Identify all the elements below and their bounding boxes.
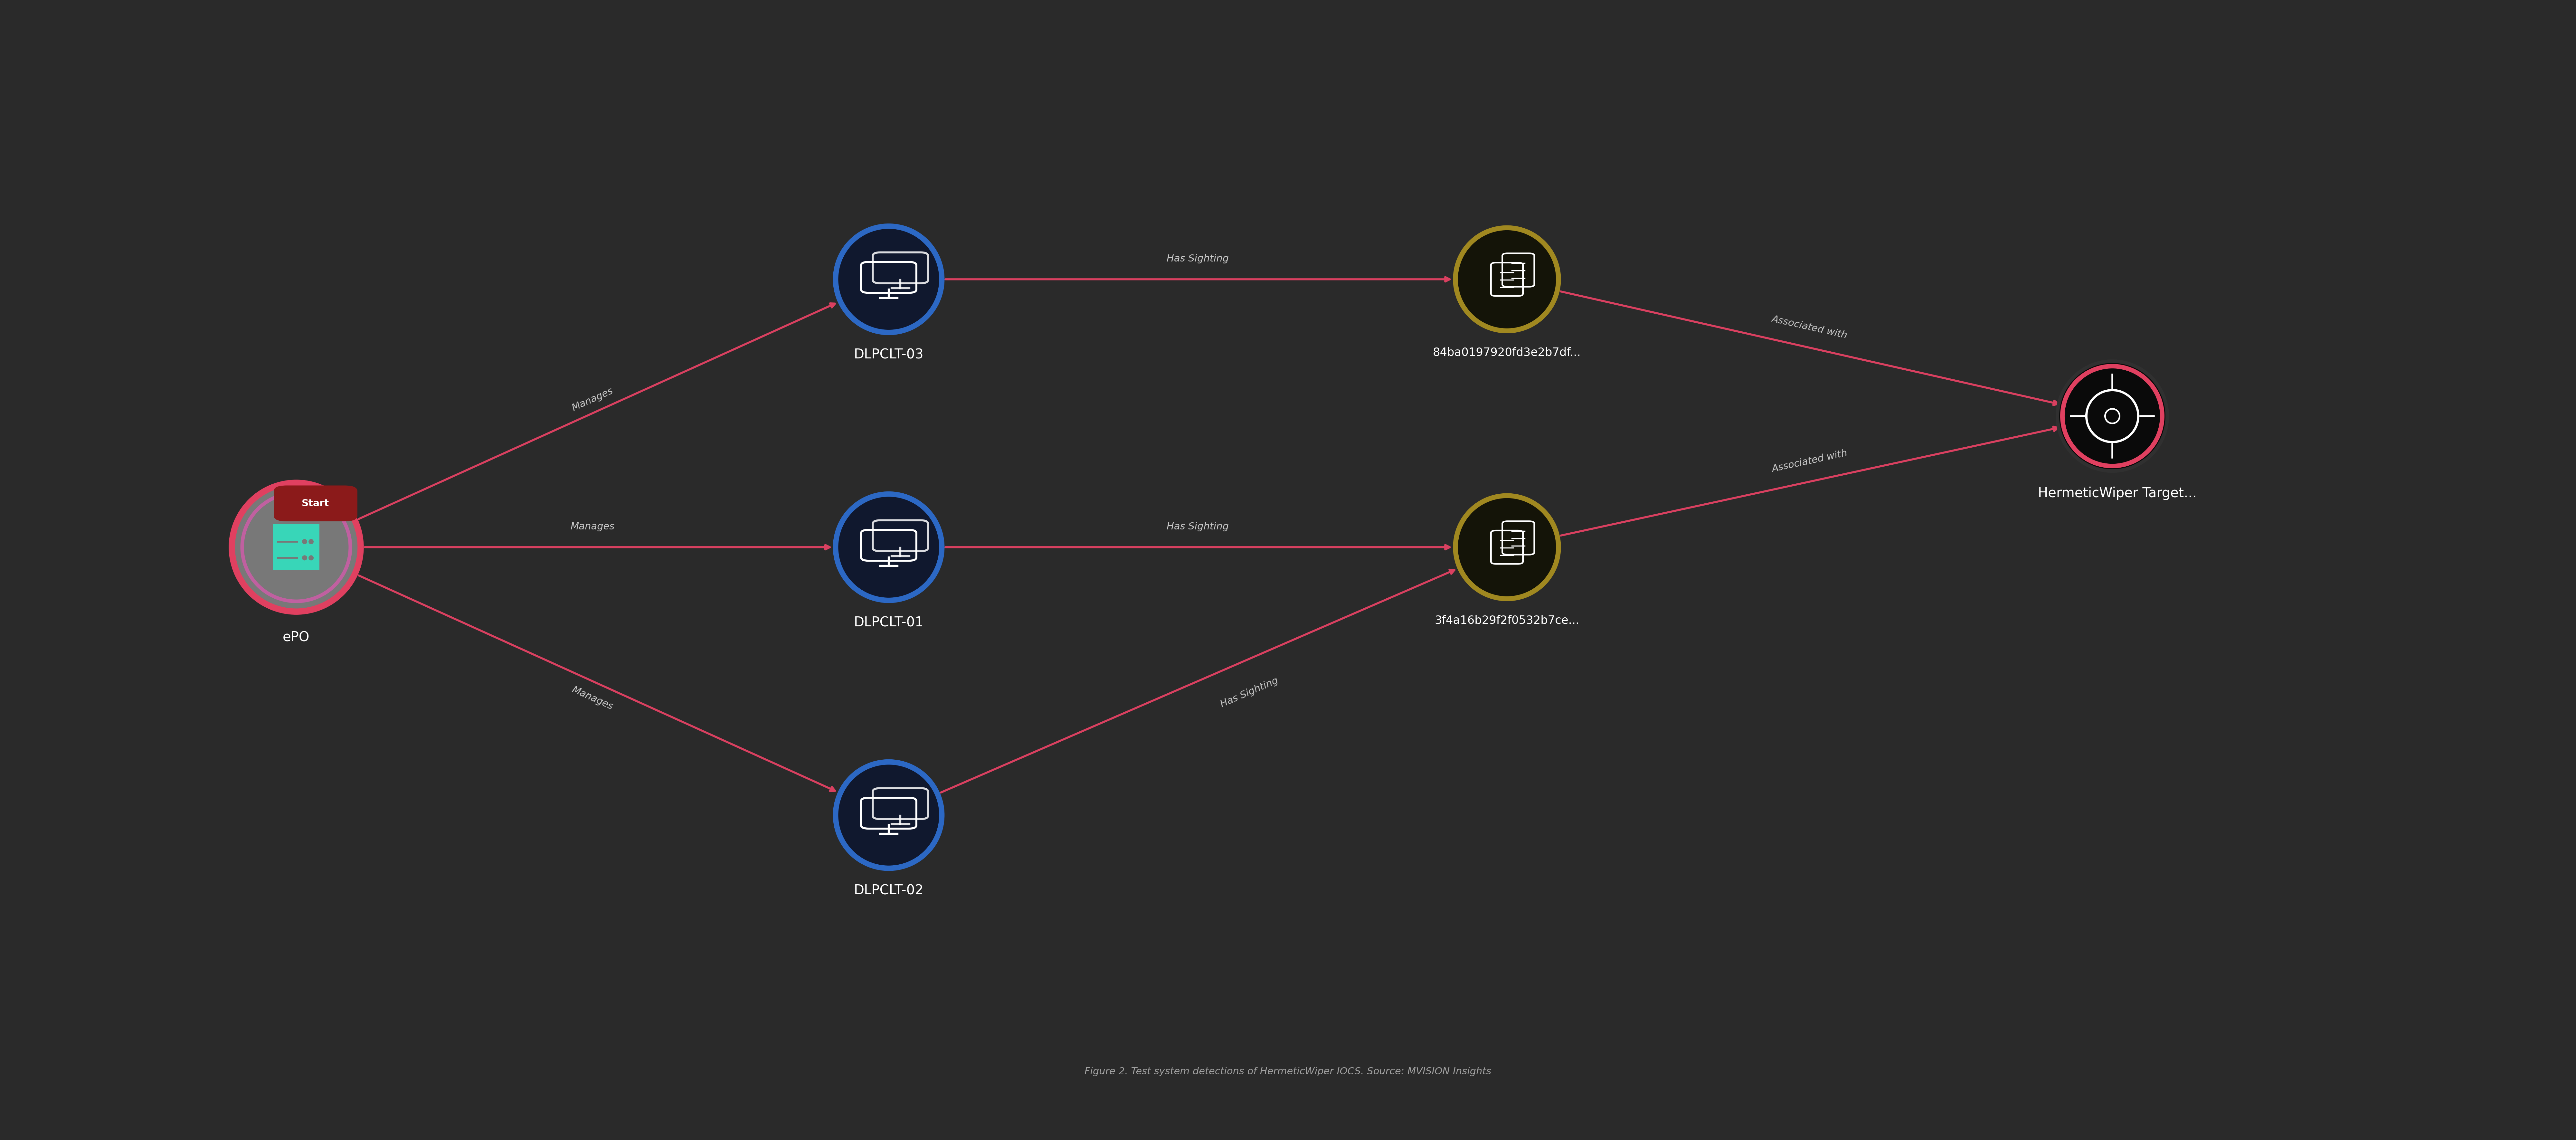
Text: Associated with: Associated with (1770, 315, 1850, 340)
FancyBboxPatch shape (273, 486, 358, 521)
Ellipse shape (2058, 361, 2166, 471)
Ellipse shape (2063, 366, 2161, 466)
Text: DLPCLT-03: DLPCLT-03 (853, 348, 925, 361)
Ellipse shape (309, 539, 314, 544)
Ellipse shape (242, 494, 350, 601)
Ellipse shape (835, 762, 943, 869)
Ellipse shape (2056, 360, 2169, 472)
Ellipse shape (301, 539, 307, 544)
Text: Has Sighting: Has Sighting (1167, 522, 1229, 531)
Text: Start: Start (301, 498, 330, 508)
Ellipse shape (1455, 228, 1558, 331)
Text: ePO: ePO (283, 630, 309, 644)
Text: HermeticWiper Target...: HermeticWiper Target... (2038, 487, 2197, 500)
Text: DLPCLT-02: DLPCLT-02 (853, 883, 925, 897)
Text: Has Sighting: Has Sighting (1218, 676, 1280, 709)
Text: 84ba0197920fd3e2b7df...: 84ba0197920fd3e2b7df... (1432, 347, 1582, 358)
Text: DLPCLT-01: DLPCLT-01 (853, 616, 925, 629)
Text: Figure 2. Test system detections of HermeticWiper IOCS. Source: MVISION Insights: Figure 2. Test system detections of Herm… (1084, 1067, 1492, 1076)
Text: Has Sighting: Has Sighting (1167, 254, 1229, 263)
Text: Manages: Manages (569, 386, 616, 413)
Ellipse shape (835, 494, 943, 601)
Ellipse shape (232, 483, 361, 611)
Ellipse shape (309, 555, 314, 561)
Text: Manages: Manages (569, 685, 616, 711)
Ellipse shape (1455, 496, 1558, 598)
Text: Associated with: Associated with (1770, 448, 1850, 474)
Text: 3f4a16b29f2f0532b7ce...: 3f4a16b29f2f0532b7ce... (1435, 614, 1579, 626)
Ellipse shape (301, 555, 307, 561)
Text: Manages: Manages (569, 522, 616, 531)
Ellipse shape (835, 226, 943, 333)
FancyBboxPatch shape (273, 524, 319, 570)
